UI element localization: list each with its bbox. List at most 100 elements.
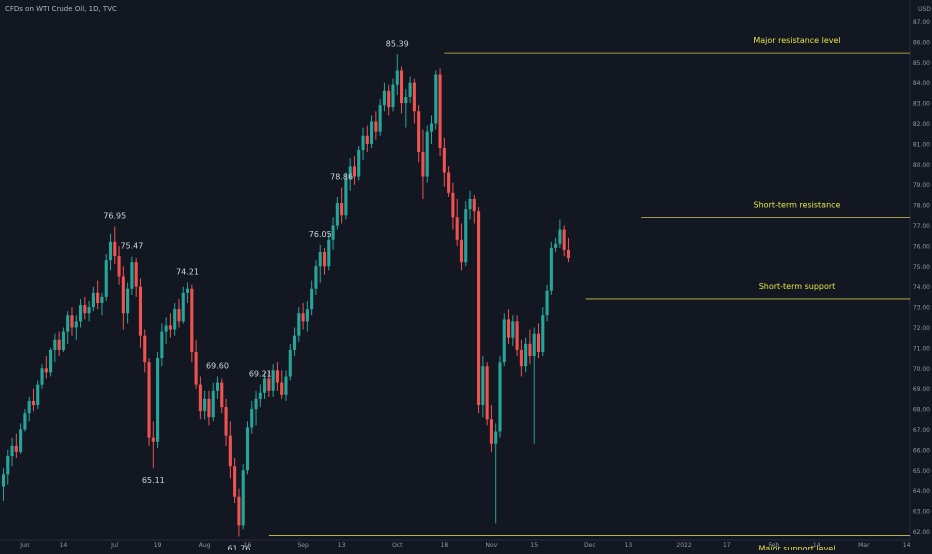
price-annotation: 78.86 bbox=[330, 173, 353, 182]
time-tick-label: Dec bbox=[584, 542, 596, 549]
candle bbox=[447, 166, 451, 197]
candle-body bbox=[220, 382, 224, 408]
candle-body bbox=[130, 262, 134, 289]
candle bbox=[472, 194, 476, 224]
price-axis[interactable]: 60.0061.0062.0063.0064.0065.0066.0067.00… bbox=[913, 19, 930, 554]
candle bbox=[100, 292, 104, 316]
candle-body bbox=[541, 315, 545, 352]
price-tick-label: 74.00 bbox=[913, 284, 930, 291]
price-tick-label: 72.00 bbox=[913, 325, 930, 332]
candle-body bbox=[263, 378, 267, 393]
candle bbox=[19, 423, 23, 454]
candle-body bbox=[536, 333, 541, 352]
candle-body bbox=[292, 335, 297, 350]
candle bbox=[220, 378, 224, 414]
candle bbox=[108, 233, 113, 271]
candle-body bbox=[344, 178, 348, 216]
candle bbox=[378, 99, 382, 136]
candle-body bbox=[267, 378, 271, 391]
candle bbox=[198, 376, 202, 420]
candle bbox=[254, 390, 258, 426]
candle-body bbox=[408, 82, 412, 97]
candle bbox=[554, 237, 558, 253]
candle-body bbox=[318, 252, 322, 267]
time-tick-label: 16 bbox=[244, 542, 252, 549]
candle bbox=[245, 421, 250, 475]
candle bbox=[327, 233, 331, 271]
candle-body bbox=[87, 307, 91, 314]
candle-body bbox=[494, 431, 498, 444]
candle bbox=[31, 388, 36, 412]
price-annotation: 65.11 bbox=[142, 476, 165, 485]
candle bbox=[528, 329, 532, 365]
time-axis[interactable]: Jun 14 Jul 19 Aug 16 Sep 13 Oct 18 Nov 15 Dec 13 2022 1… bbox=[19, 542, 910, 549]
candle-body bbox=[194, 351, 198, 385]
candle-body bbox=[143, 335, 147, 363]
candle bbox=[288, 343, 292, 381]
candle bbox=[429, 115, 434, 144]
candle bbox=[1, 468, 6, 501]
candle bbox=[147, 358, 151, 446]
candle-body bbox=[378, 105, 382, 132]
candle bbox=[275, 362, 279, 391]
candle bbox=[104, 254, 108, 301]
candle-body bbox=[447, 172, 451, 193]
candle bbox=[44, 356, 48, 379]
price-tick-label: 77.00 bbox=[913, 223, 930, 230]
candle bbox=[348, 158, 352, 191]
candle-body bbox=[126, 288, 130, 314]
candle bbox=[237, 488, 241, 537]
candle bbox=[151, 421, 155, 469]
candle-body bbox=[438, 74, 442, 148]
candle bbox=[395, 54, 399, 95]
candle-body bbox=[275, 370, 279, 383]
candle bbox=[524, 337, 528, 373]
candle-body bbox=[104, 260, 108, 297]
price-annotations-layer: 76.95 75.47 65.11 74.21 69.60 61.76 69.21 76.05… bbox=[103, 39, 408, 553]
candle-body bbox=[138, 286, 143, 336]
candle-body bbox=[233, 466, 237, 497]
candle bbox=[344, 172, 348, 220]
candle-body bbox=[215, 382, 220, 391]
candle-body bbox=[49, 349, 53, 373]
candle-body bbox=[532, 333, 536, 357]
candle bbox=[549, 241, 553, 295]
price-tick-label: 80.00 bbox=[913, 162, 930, 169]
price-tick-label: 68.00 bbox=[913, 407, 930, 414]
candle bbox=[532, 327, 536, 444]
candle-body bbox=[113, 241, 117, 257]
candle-body bbox=[352, 166, 357, 177]
candle bbox=[83, 296, 87, 320]
level-lines-layer: Major resistance level Short-term resista… bbox=[268, 36, 910, 554]
candle-body bbox=[271, 370, 275, 391]
candle-body bbox=[83, 305, 87, 314]
candle-body bbox=[528, 343, 532, 357]
time-tick-label: 18 bbox=[441, 542, 449, 549]
candle-body bbox=[10, 445, 14, 457]
candle bbox=[370, 115, 374, 148]
time-tick-label: Oct bbox=[392, 542, 403, 549]
candle-body bbox=[190, 288, 194, 352]
candle-body bbox=[374, 121, 378, 132]
candle-body bbox=[399, 70, 404, 104]
candle bbox=[138, 278, 143, 348]
candle-body bbox=[31, 400, 36, 406]
candle-body bbox=[515, 321, 519, 350]
candle-body bbox=[241, 470, 245, 526]
price-tick-label: 75.00 bbox=[913, 264, 930, 271]
candle-body bbox=[74, 321, 78, 328]
candle-body bbox=[156, 358, 160, 442]
price-tick-label: 84.00 bbox=[913, 80, 930, 87]
candle-body bbox=[203, 398, 207, 412]
time-tick-label: 14 bbox=[60, 542, 68, 549]
candle-body bbox=[117, 256, 121, 277]
candle bbox=[156, 351, 160, 448]
candle-body bbox=[301, 313, 305, 322]
candle bbox=[357, 145, 361, 181]
candle bbox=[126, 282, 130, 324]
candle bbox=[545, 284, 549, 322]
time-tick-label: Mar bbox=[858, 542, 870, 549]
candle bbox=[399, 66, 404, 114]
